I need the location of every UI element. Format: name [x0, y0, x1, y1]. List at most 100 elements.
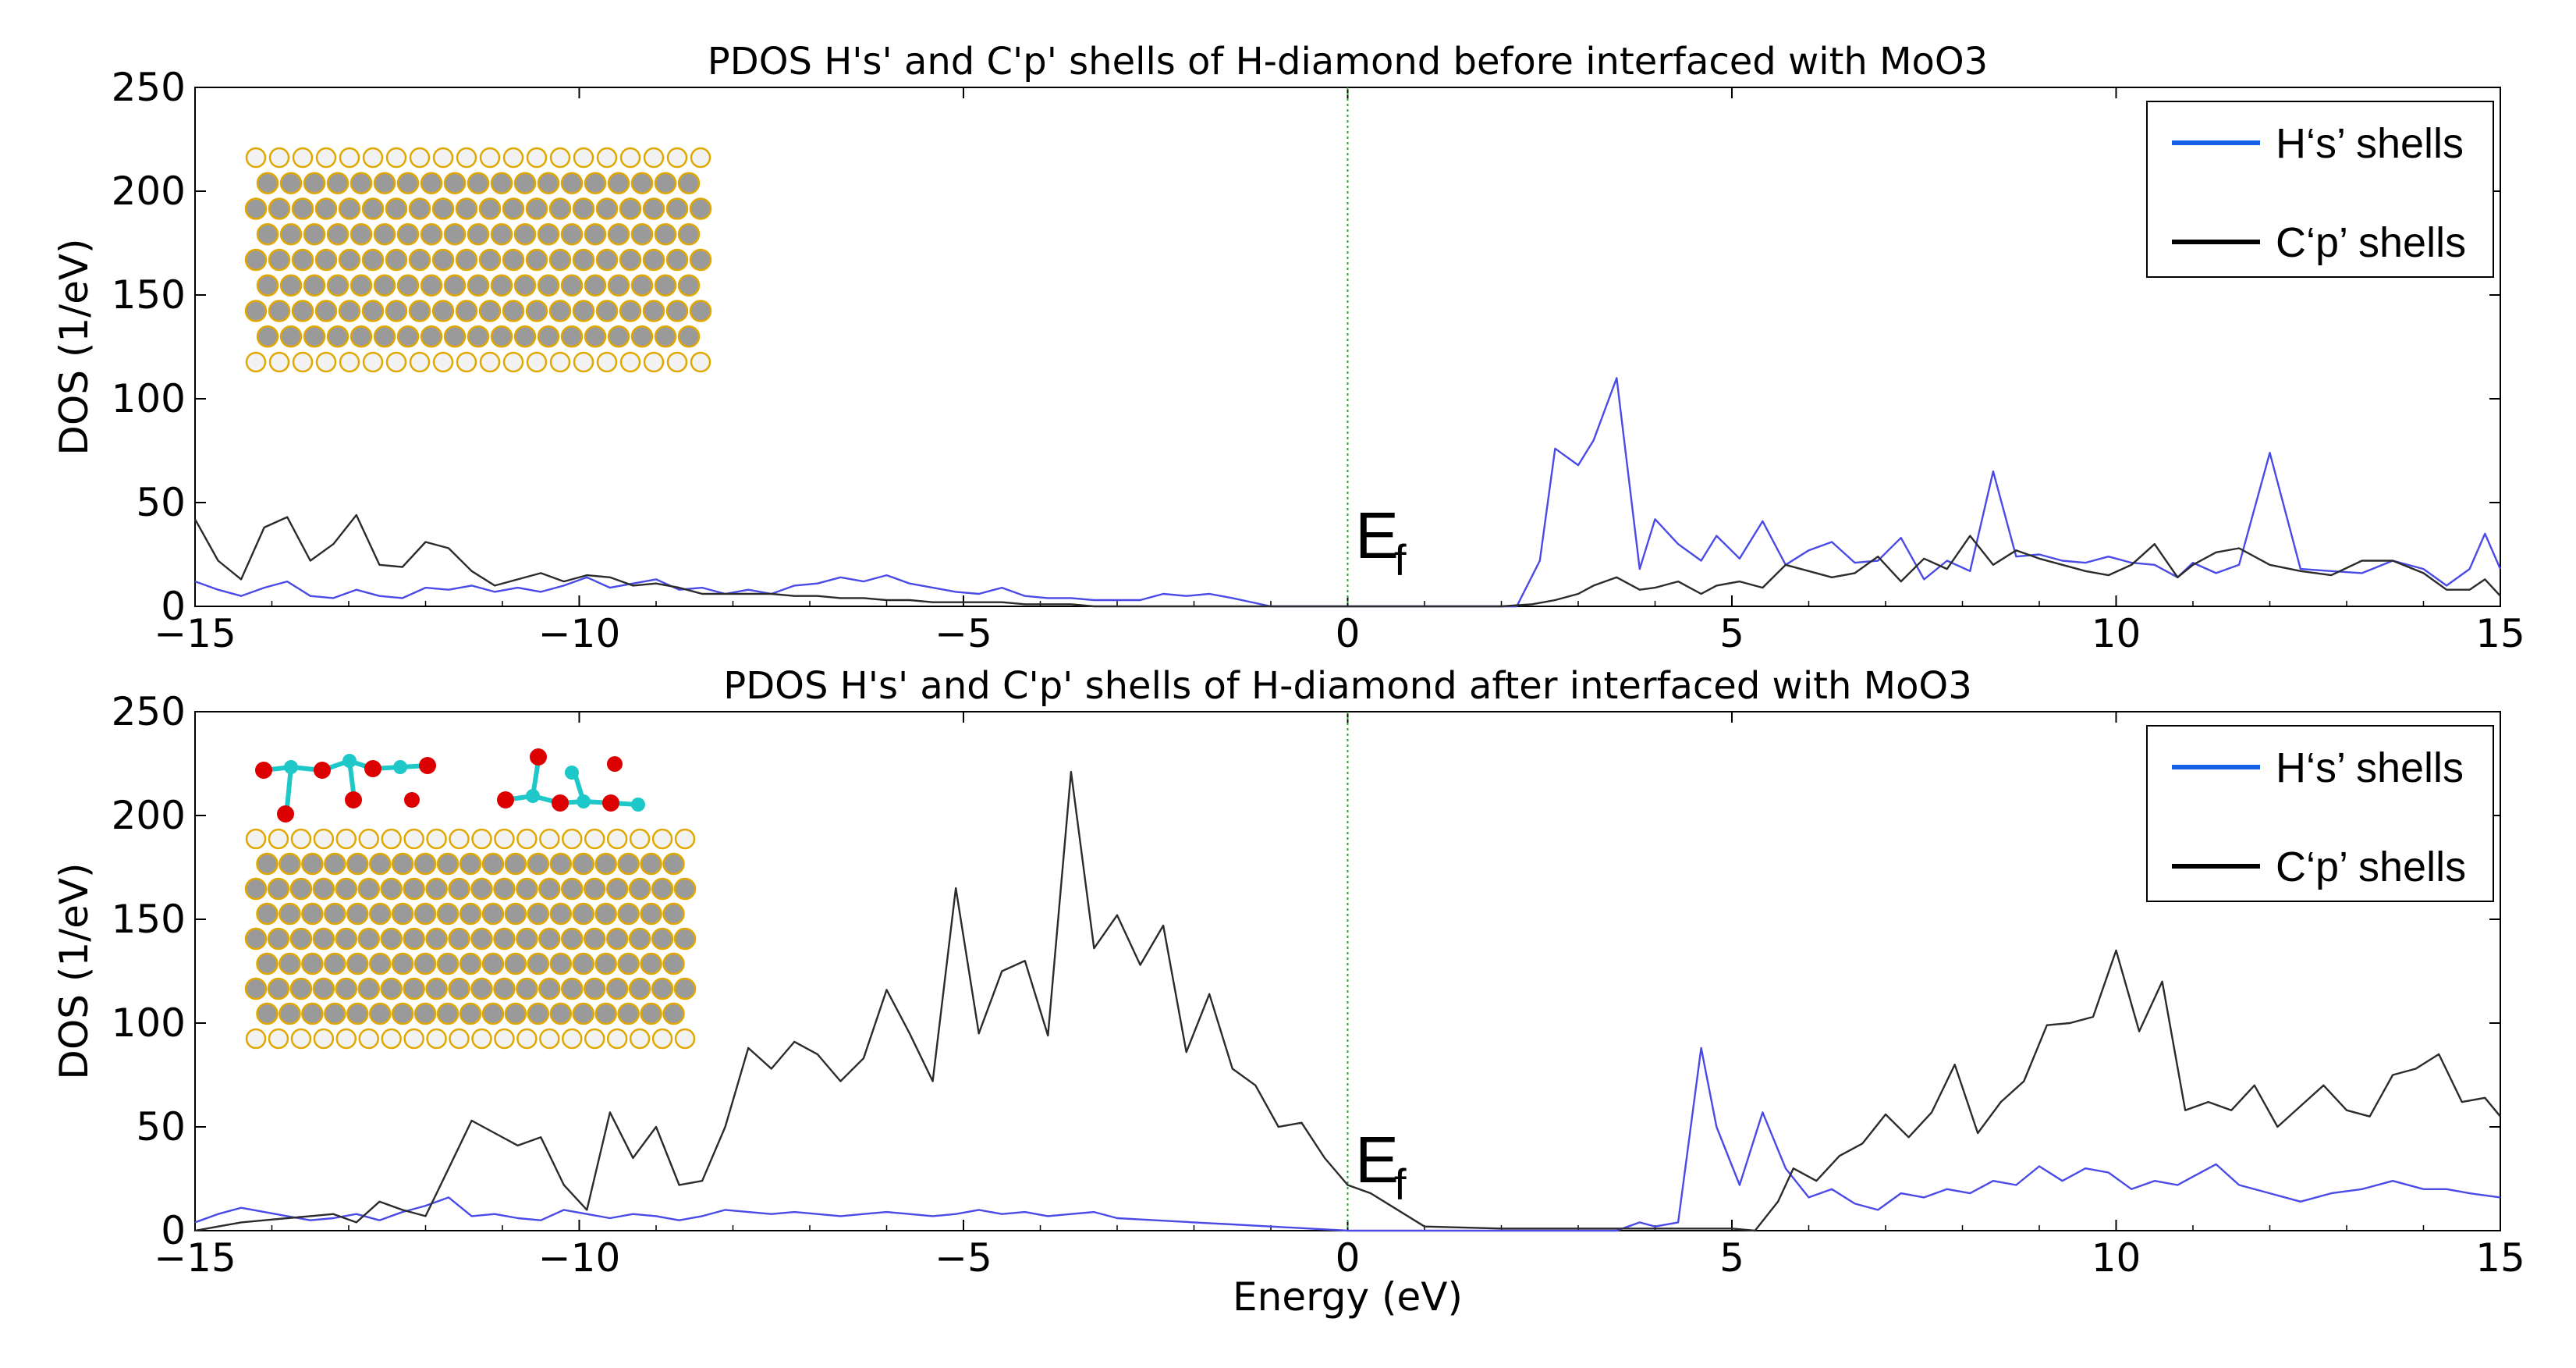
panel-after-moo3-atom	[393, 760, 407, 774]
panel-before-slab-atom	[349, 274, 373, 297]
panel-before-slab-atom	[291, 197, 314, 220]
panel-after-slab-atom	[538, 927, 561, 950]
panel-before-slab-atom	[513, 325, 537, 348]
panel-after-diamond-slab	[244, 828, 697, 1050]
panel-before-xtick-label: 5	[1719, 611, 1744, 656]
panel-before-slab-atom	[443, 325, 467, 348]
panel-before-slab-atom	[595, 300, 619, 322]
panel-after-inset-h-diamond-moo3-interface-structure	[244, 748, 697, 1050]
panel-before-slab-atom	[573, 147, 594, 169]
panel-before-slab-atom	[502, 248, 525, 272]
panel-after-slab-atom	[651, 977, 674, 1000]
panel-after-slab-atom	[312, 877, 335, 901]
panel-after-xtick-label: 5	[1719, 1235, 1744, 1281]
panel-after-slab-atom	[448, 977, 470, 1000]
panel-after-slab-atom	[594, 852, 617, 876]
panel-before-slab-atom	[666, 147, 688, 169]
panel-after-slab-atom	[381, 1028, 402, 1050]
panel-before-slab-atom	[385, 351, 407, 373]
panel-after-slab-atom	[674, 1028, 696, 1050]
panel-after-slab-atom	[403, 877, 425, 901]
panel-after-slab-atom	[584, 1028, 605, 1050]
panel-after-slab-atom	[413, 1002, 437, 1025]
panel-after-slab-atom	[493, 927, 516, 950]
panel-before-slab-atom	[256, 172, 279, 194]
panel-before-slab-atom	[665, 248, 689, 272]
panel-before-slab-atom	[560, 223, 584, 246]
panel-before-slab-atom	[548, 248, 572, 272]
panel-before-slab-atom	[537, 274, 560, 297]
panel-after-slab-atom	[640, 1002, 662, 1025]
panel-after-ytick-label: 0	[161, 1208, 186, 1253]
panel-before-slab-atom	[607, 223, 630, 246]
panel-before-slab-atom	[689, 248, 712, 272]
panel-after-slab-atom	[279, 952, 301, 975]
panel-before-slab-atom	[373, 172, 396, 194]
panel-before-slab-atom	[560, 325, 584, 348]
panel-before-slab-atom	[619, 147, 641, 169]
panel-after-slab-atom	[346, 852, 369, 876]
panel-after-slab-atom	[516, 828, 538, 850]
panel-before-slab-atom	[642, 248, 665, 272]
panel-before-slab-atom	[479, 147, 501, 169]
panel-before-slab-atom	[607, 325, 630, 348]
panel-after-slab-atom	[459, 902, 482, 926]
panel-before-slab-atom	[362, 147, 384, 169]
panel-before-slab-atom	[303, 325, 326, 348]
panel-after-slab-atom	[539, 828, 560, 850]
panel-after-slab-atom	[493, 977, 516, 1000]
panel-after-moo3-atom	[526, 789, 540, 803]
panel-before-slab-atom	[526, 147, 548, 169]
panel-after-slab-atom	[391, 952, 414, 975]
panel-before-slab-atom	[526, 351, 548, 373]
panel-after-slab-atom	[413, 952, 437, 975]
panel-before-fermi-label: E	[1355, 499, 1399, 572]
panel-after-slab-atom	[629, 1028, 651, 1050]
panel-before-slab-atom	[525, 248, 548, 272]
panel-before-slab-atom	[467, 172, 490, 194]
panel-after-slab-atom	[481, 952, 505, 975]
panel-after-series-h-s-shells	[194, 1046, 2501, 1232]
panel-before-slab-atom	[408, 197, 431, 220]
panel-after-slab-atom	[459, 852, 482, 876]
panel-after-slab-atom	[628, 927, 651, 950]
panel-after-slab-atom	[403, 828, 424, 850]
panel-before-slab-atom	[443, 172, 467, 194]
panel-after-xtick-label: −15	[154, 1235, 236, 1281]
panel-before-slab-atom	[432, 351, 454, 373]
panel-after-slab-atom	[640, 902, 662, 926]
panel-before-slab-atom	[326, 325, 349, 348]
panel-after-legend-box	[2146, 725, 2494, 902]
panel-after-slab-atom	[403, 1028, 424, 1050]
panel-after-slab-atom	[471, 828, 492, 850]
panel-after-slab-atom	[289, 927, 313, 950]
panel-before-slab-atom	[548, 300, 572, 322]
panel-before-slab-atom	[596, 147, 618, 169]
panel-before-xtick-label: 0	[1336, 611, 1361, 656]
panel-before-slab-atom	[432, 147, 454, 169]
panel-before-slab-atom	[642, 197, 665, 220]
panel-before-slab-atom	[572, 197, 595, 220]
panel-after-slab-atom	[436, 902, 459, 926]
panel-after-xtick-label: −5	[935, 1235, 992, 1281]
panel-after-slab-atom	[256, 952, 279, 975]
panel-before-slab-atom	[292, 351, 314, 373]
panel-before-slab-atom	[396, 325, 420, 348]
panel-after-slab-atom	[673, 877, 697, 901]
panel-after-slab-atom	[358, 1028, 379, 1050]
panel-after-legend: H‘s’ shells C‘p’ shells	[2146, 725, 2494, 902]
panel-after-slab-atom	[459, 952, 482, 975]
panel-after-slab-atom	[494, 828, 515, 850]
panel-after-slab-atom	[481, 852, 505, 876]
panel-before-slab-atom	[385, 147, 407, 169]
panel-before-slab-atom	[420, 223, 443, 246]
panel-before-slab-atom	[619, 248, 642, 272]
panel-after-slab-atom	[426, 1028, 447, 1050]
panel-before-slab-atom	[595, 197, 619, 220]
panel-before-slab-atom	[256, 325, 279, 348]
panel-before-slab-atom	[279, 274, 303, 297]
panel-after-slab-atom	[539, 1028, 560, 1050]
panel-before-slab-atom	[339, 351, 360, 373]
panel-after-moo3-atom	[345, 791, 362, 808]
